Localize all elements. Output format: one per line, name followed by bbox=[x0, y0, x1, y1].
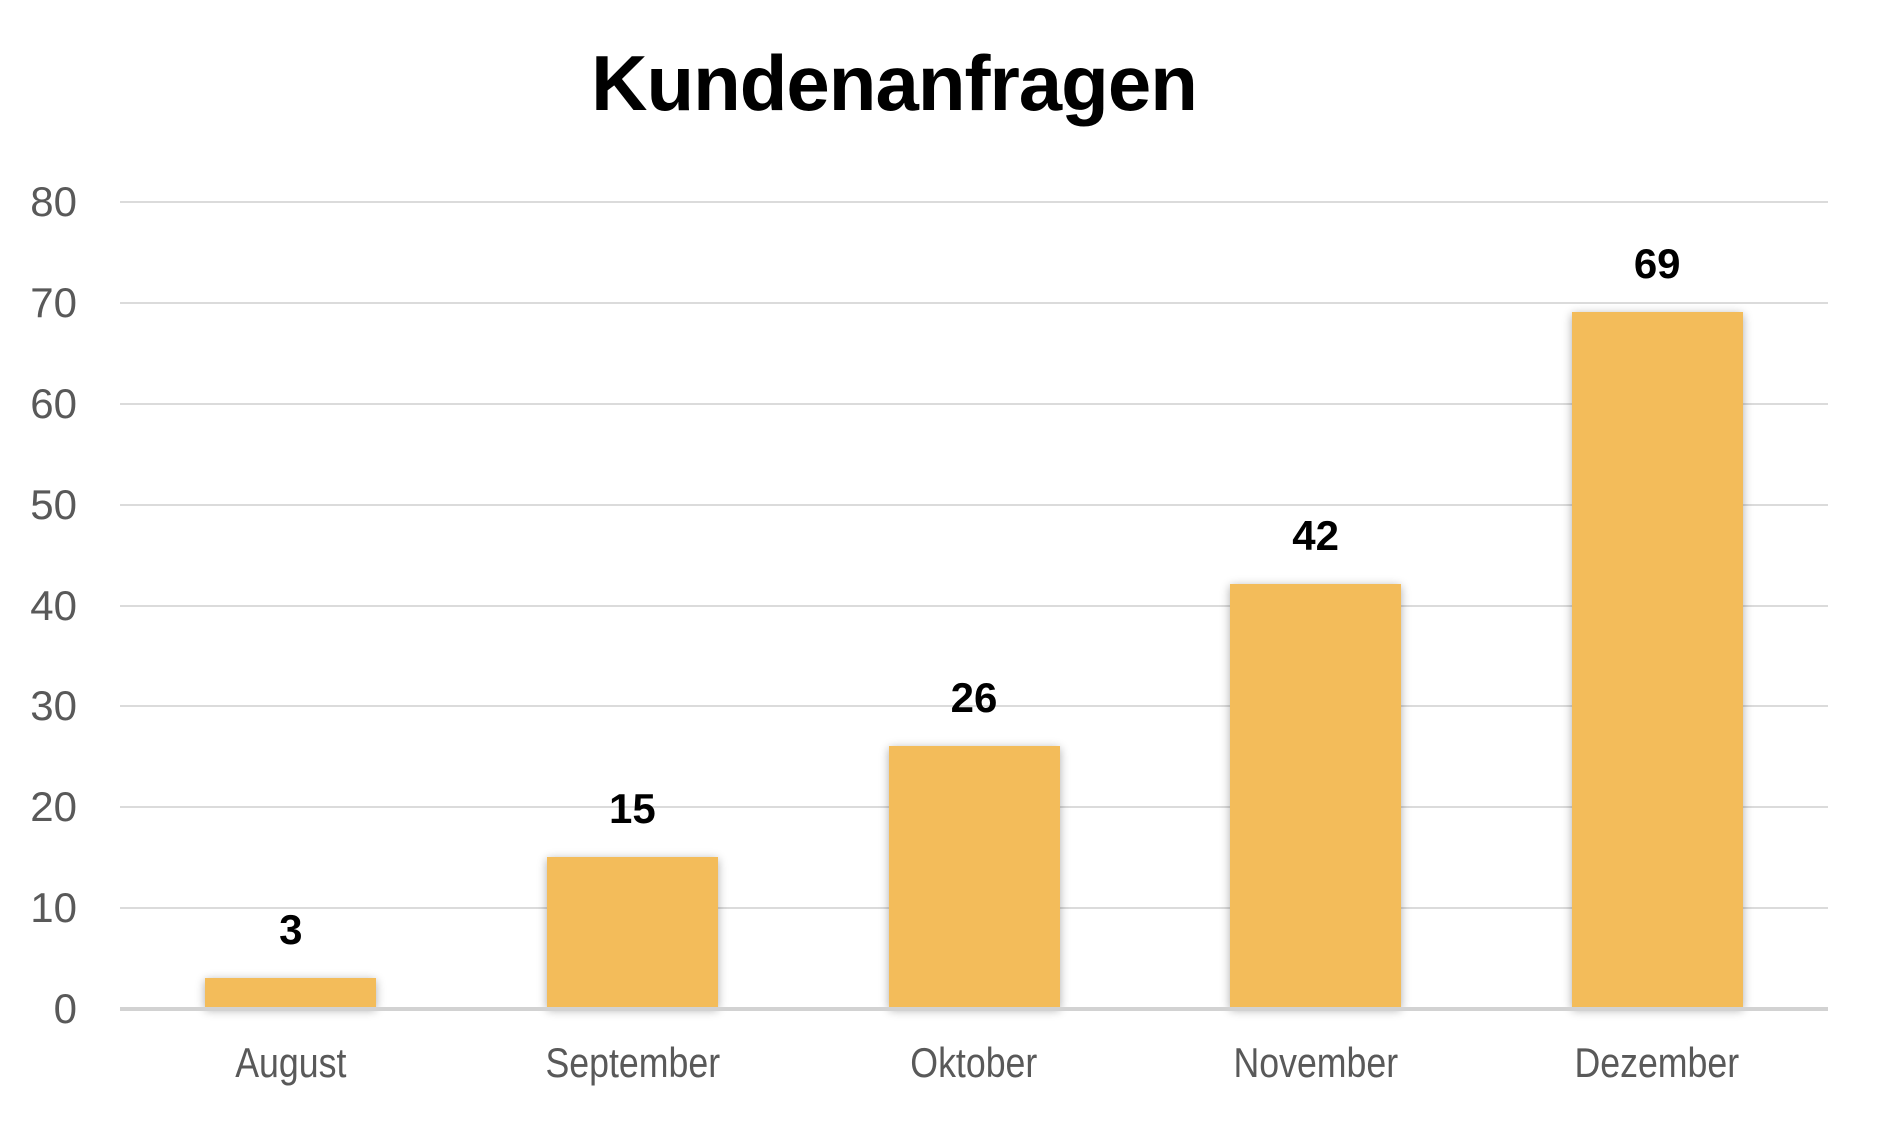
bar-column-november: 42 bbox=[1230, 512, 1402, 1008]
data-label-oktober: 26 bbox=[950, 673, 998, 721]
bar-november bbox=[1230, 584, 1402, 1008]
x-label-september: September bbox=[545, 1039, 720, 1086]
gridline-30 bbox=[120, 705, 1828, 708]
y-tick-0: 0 bbox=[53, 985, 77, 1032]
x-label-november: November bbox=[1233, 1039, 1398, 1086]
bar-august bbox=[205, 977, 377, 1008]
bar-column-september: 15 bbox=[546, 784, 718, 1008]
data-label-september: 15 bbox=[609, 784, 656, 832]
y-tick-30: 30 bbox=[30, 682, 77, 730]
x-axis: August September Oktober November Dezemb… bbox=[120, 1038, 1828, 1098]
y-tick-60: 60 bbox=[30, 379, 77, 427]
bar-column-dezember: 69 bbox=[1571, 240, 1743, 1008]
x-label-dezember: Dezember bbox=[1574, 1039, 1740, 1086]
data-label-dezember: 69 bbox=[1633, 240, 1681, 287]
bar-dezember bbox=[1571, 312, 1743, 1008]
y-axis: 80 70 60 50 40 30 20 10 0 bbox=[0, 178, 77, 1032]
x-axis-line bbox=[120, 1007, 1828, 1011]
data-label-november: 42 bbox=[1292, 512, 1339, 560]
y-tick-40: 40 bbox=[30, 581, 77, 629]
bar-column-august: 3 bbox=[205, 905, 377, 1008]
gridline-80 bbox=[120, 201, 1828, 203]
x-label-oktober: Oktober bbox=[910, 1039, 1038, 1086]
chart-title: Kundenanfragen bbox=[591, 39, 1198, 127]
gridline-60 bbox=[120, 402, 1828, 405]
y-tick-20: 20 bbox=[30, 783, 77, 831]
y-tick-70: 70 bbox=[30, 278, 77, 326]
gridline-50 bbox=[120, 503, 1828, 506]
y-tick-10: 10 bbox=[30, 884, 77, 932]
x-label-august: August bbox=[235, 1039, 347, 1086]
bar-column-oktober: 26 bbox=[888, 673, 1060, 1008]
plot-area: 3 15 26 42 69 bbox=[120, 201, 1828, 1011]
gridline-40 bbox=[120, 604, 1828, 607]
gridline-70 bbox=[120, 301, 1828, 304]
data-label-august: 3 bbox=[279, 905, 303, 953]
y-tick-80: 80 bbox=[30, 178, 77, 225]
y-tick-50: 50 bbox=[30, 480, 77, 528]
bar-september bbox=[546, 856, 718, 1008]
bar-oktober bbox=[888, 745, 1060, 1008]
